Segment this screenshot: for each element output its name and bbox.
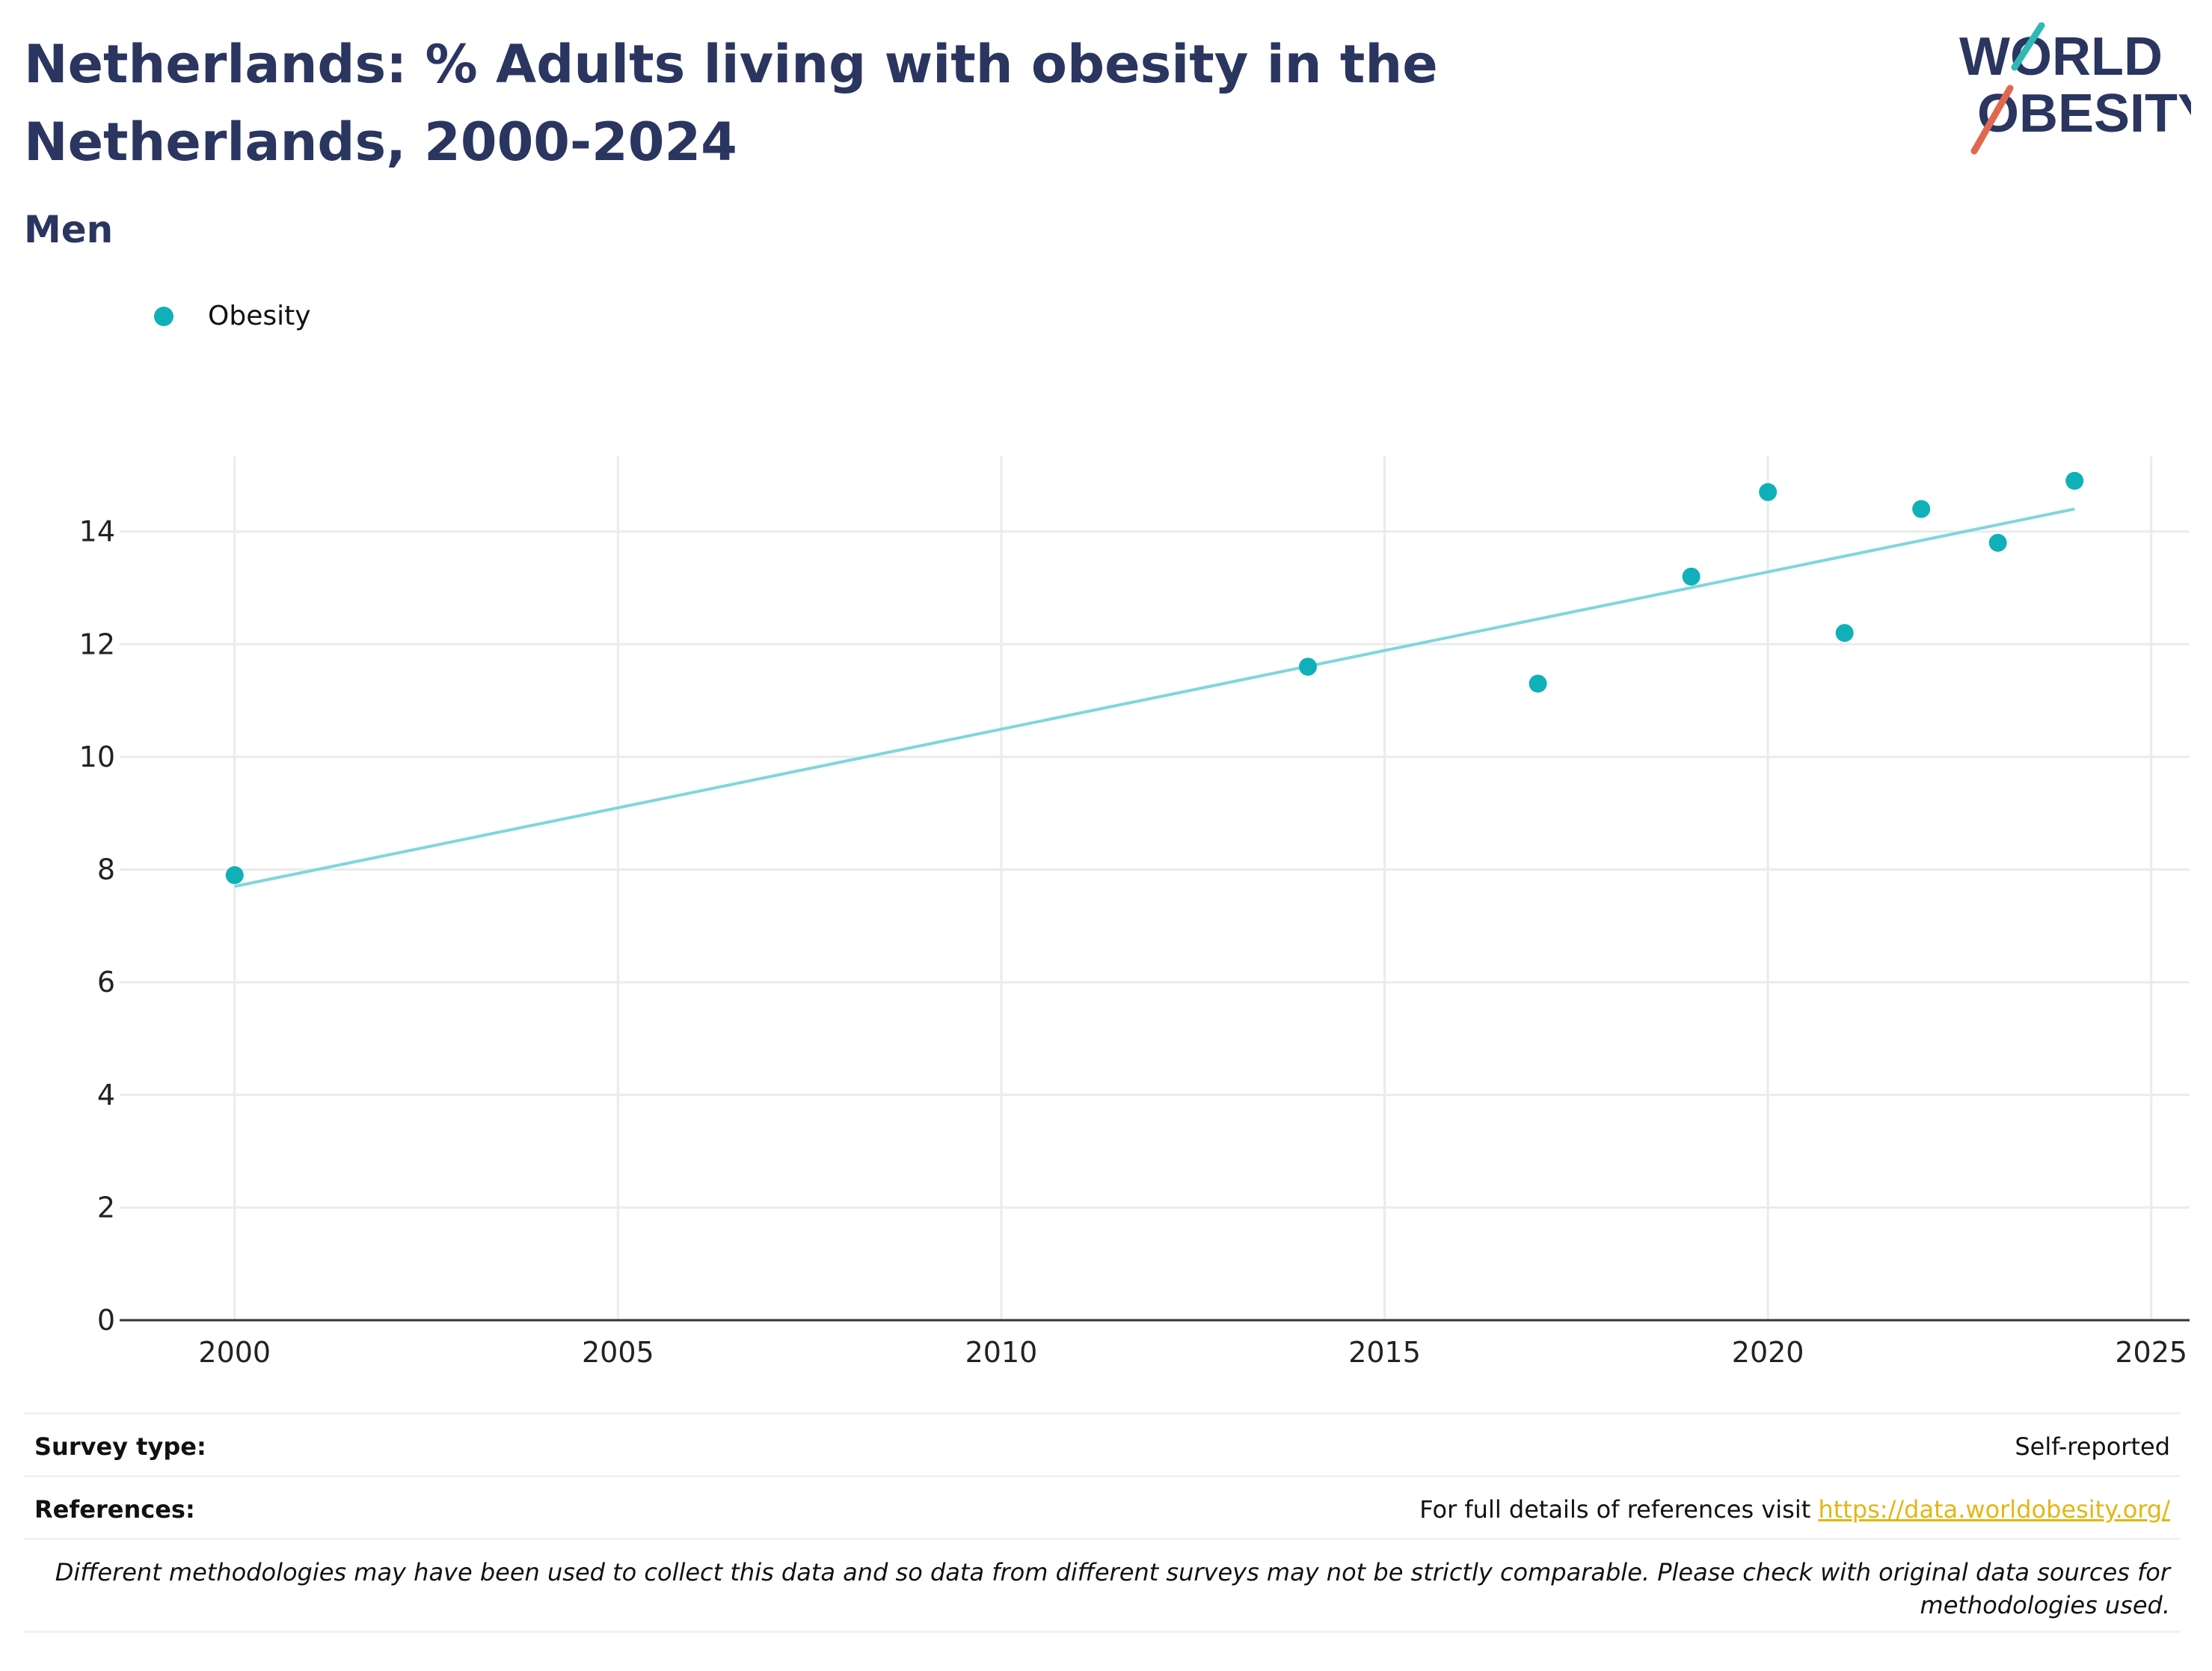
logo-line1: WORLD: [1959, 27, 2163, 87]
data-point: [1682, 567, 1701, 586]
footer-divider: [24, 1538, 2181, 1540]
x-tick-label: 2000: [198, 1336, 271, 1369]
x-tick-label: 2005: [582, 1336, 654, 1369]
data-point: [1759, 482, 1778, 501]
legend-marker-icon: [154, 306, 173, 326]
y-tick-label: 4: [97, 1079, 115, 1112]
y-tick-label: 6: [97, 966, 115, 999]
y-tick-label: 0: [97, 1304, 115, 1337]
data-point: [1912, 500, 1931, 518]
logo-coral-slash: [1970, 85, 2014, 155]
data-point: [2065, 471, 2084, 490]
chart-title: Netherlands: % Adults living with obesit…: [24, 34, 1438, 173]
footer-divider: [24, 1631, 2181, 1633]
data-point: [225, 866, 244, 885]
data-points: [225, 471, 2084, 885]
x-tick-label: 2015: [1348, 1336, 1421, 1369]
references-link[interactable]: https://data.worldobesity.org/: [1818, 1495, 2170, 1524]
survey-value: Self-reported: [2015, 1432, 2170, 1461]
survey-label: Survey type:: [34, 1432, 206, 1461]
references-row: References: For full details of referenc…: [24, 1481, 2181, 1538]
scatter-chart: 2000 2005 2010 2015 2020 2025 0 2 4 6 8 10 12 14: [79, 456, 2190, 1369]
y-tick-label: 10: [79, 741, 115, 773]
references-text: For full details of references visit: [1419, 1495, 1811, 1524]
x-tick-label: 2010: [965, 1336, 1038, 1369]
trendline-group: [234, 507, 2075, 889]
data-point: [1299, 657, 1318, 676]
y-tick-label: 14: [79, 515, 115, 548]
chart-subtitle: Men: [24, 208, 114, 251]
y-axis: 0 2 4 6 8 10 12 14: [79, 515, 115, 1337]
survey-row: Survey type: Self-reported: [24, 1420, 2181, 1474]
x-tick-label: 2025: [2115, 1336, 2187, 1369]
footer-divider: [24, 1412, 2181, 1414]
references-label: References:: [34, 1495, 195, 1524]
world-obesity-logo: WORLD OBESITY: [1959, 22, 2191, 155]
logo-teal-slash: [2011, 22, 2045, 71]
y-tick-label: 12: [79, 628, 115, 660]
footer-divider: [24, 1475, 2181, 1477]
methodology-note: Different methodologies may have been us…: [55, 1558, 2170, 1619]
y-tick-label: 2: [97, 1191, 115, 1224]
data-point: [1988, 533, 2007, 552]
logo-line2: OBESITY: [1977, 84, 2191, 144]
x-tick-label: 2020: [1732, 1336, 1804, 1369]
legend-label: Obesity: [208, 301, 311, 331]
legend[interactable]: Obesity: [154, 301, 311, 331]
grid-lines: [120, 456, 2190, 1320]
data-point: [1835, 624, 1854, 643]
trendline: [234, 507, 2075, 889]
data-point: [1529, 674, 1547, 693]
x-axis: 2000 2005 2010 2015 2020 2025: [120, 1319, 2190, 1369]
y-tick-label: 8: [97, 853, 115, 886]
